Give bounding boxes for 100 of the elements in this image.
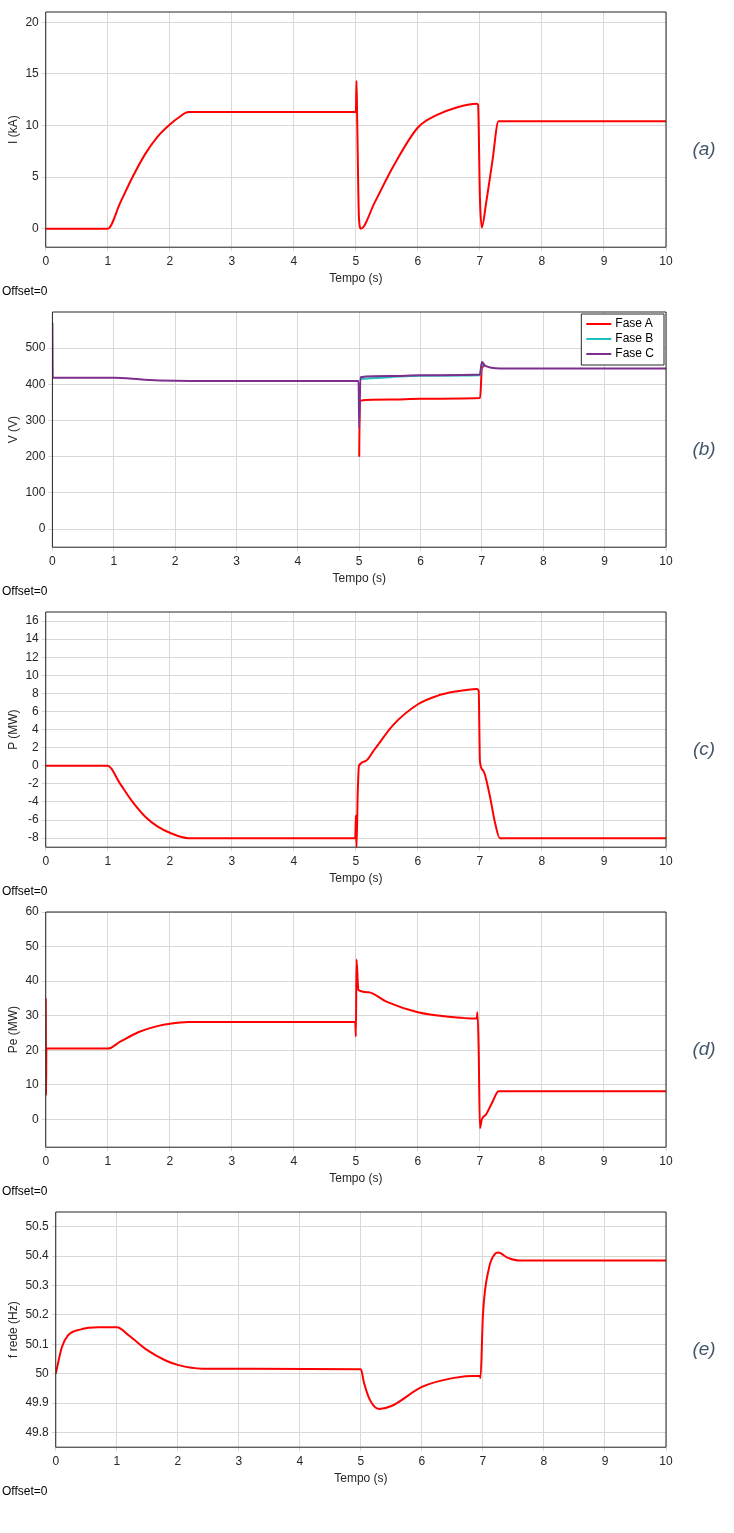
y-tick-label: 100 (25, 485, 46, 500)
x-tick-label: 7 (476, 1153, 484, 1168)
y-tick-label: 400 (25, 376, 46, 391)
x-tick-label: 2 (166, 1153, 174, 1168)
text: Offset=0 (2, 1184, 48, 1199)
x-tick-label: 8 (538, 253, 546, 268)
text: (c) (692, 737, 716, 759)
y-tick-label: 5 (32, 169, 40, 184)
legend-label: Fase B (615, 331, 654, 346)
x-tick-label: 6 (414, 853, 422, 868)
x-tick-label: 10 (659, 1153, 673, 1168)
y-tick-label: 200 (25, 449, 46, 464)
y-tick-label: 10 (25, 1077, 40, 1092)
x-tick-label: 9 (600, 1153, 608, 1168)
y-tick-label: 49.8 (25, 1424, 50, 1439)
y-tick-label: -2 (28, 776, 40, 791)
x-tick-label: 10 (659, 253, 673, 268)
x-tick-label: 3 (228, 1153, 236, 1168)
legend-label: Fase C (615, 346, 655, 361)
x-tick-label: 6 (414, 253, 422, 268)
text: (e) (692, 1337, 716, 1359)
x-tick-label: 3 (228, 853, 236, 868)
x-tick-label: 9 (601, 1453, 609, 1468)
line-series (358, 364, 486, 458)
y-tick-label: 10 (25, 667, 40, 682)
text: Offset=0 (2, 284, 48, 299)
y-tick-label: 15 (25, 66, 40, 81)
x-tick-label: 6 (414, 1153, 422, 1168)
x-tick-label: 7 (476, 853, 484, 868)
x-tick-label: 9 (600, 253, 608, 268)
y-tick-label: 60 (25, 904, 40, 919)
text: Offset=0 (2, 884, 48, 899)
x-tick-label: 1 (113, 1453, 121, 1468)
x-axis-title: Tempo (s) (334, 1471, 388, 1486)
y-tick-label: -8 (28, 830, 40, 845)
y-tick-label: 0 (32, 758, 40, 773)
x-axis-title: Tempo (s) (329, 271, 383, 286)
x-tick-label: 5 (355, 553, 363, 568)
y-tick-label: 0 (38, 521, 46, 536)
y-tick-label: 8 (32, 685, 40, 700)
x-tick-label: 1 (104, 853, 112, 868)
x-tick-label: 10 (659, 553, 673, 568)
x-tick-label: 6 (418, 1453, 426, 1468)
y-tick-label: 20 (25, 14, 40, 29)
text: Offset=0 (2, 584, 48, 599)
x-tick-label: 5 (357, 1453, 365, 1468)
y-tick-label: 50.4 (25, 1248, 50, 1263)
y-tick-label: 50.2 (25, 1307, 50, 1322)
y-axis-title: Pe (MW) (5, 1005, 20, 1054)
x-axis-title: Tempo (s) (332, 571, 386, 586)
y-tick-label: 49.9 (25, 1395, 50, 1410)
y-tick-label: 12 (25, 649, 40, 664)
x-tick-label: 5 (352, 253, 360, 268)
line-series (45, 687, 666, 848)
line-series (55, 1251, 666, 1410)
x-tick-label: 4 (296, 1453, 304, 1468)
y-tick-label: 50.1 (25, 1336, 50, 1351)
y-tick-label: 6 (32, 703, 40, 718)
x-tick-label: 8 (539, 553, 547, 568)
x-tick-label: 3 (235, 1453, 243, 1468)
line-series (45, 80, 666, 230)
x-tick-label: 10 (659, 1453, 673, 1468)
x-tick-label: 1 (104, 253, 112, 268)
y-tick-label: 50 (25, 938, 40, 953)
y-tick-label: 300 (25, 412, 46, 427)
line-series (45, 958, 666, 1130)
x-tick-label: 5 (352, 853, 360, 868)
text: (d) (692, 1037, 716, 1059)
y-axis-title: f rede (Hz) (5, 1301, 20, 1358)
line-series (359, 363, 486, 380)
x-tick-label: 7 (478, 553, 486, 568)
y-tick-label: 0 (32, 1111, 40, 1126)
y-tick-label: 16 (25, 613, 40, 628)
x-tick-label: 7 (476, 253, 484, 268)
y-tick-label: 0 (32, 220, 40, 235)
y-tick-label: 50 (35, 1366, 50, 1381)
y-tick-label: 14 (25, 631, 40, 646)
x-tick-label: 1 (110, 553, 118, 568)
x-tick-label: 7 (479, 1453, 487, 1468)
x-tick-label: 2 (166, 853, 174, 868)
y-tick-label: 2 (32, 740, 40, 754)
text: (a) (692, 137, 716, 159)
x-tick-label: 2 (174, 1453, 182, 1468)
y-tick-label: 30 (25, 1008, 40, 1023)
x-tick-label: 8 (540, 1453, 548, 1468)
text: Offset=0 (2, 1484, 48, 1499)
x-tick-label: 4 (290, 1153, 298, 1168)
x-tick-label: 4 (290, 253, 298, 268)
x-tick-label: 2 (171, 553, 179, 568)
y-tick-label: 20 (25, 1042, 40, 1057)
y-axis-title: V (V) (5, 415, 20, 444)
y-tick-label: 40 (25, 973, 40, 988)
y-axis-title: P (MW) (5, 709, 20, 750)
y-tick-label: 50.5 (25, 1219, 50, 1234)
x-tick-label: 9 (601, 553, 609, 568)
legend-label: Fase A (615, 316, 653, 331)
x-tick-label: 5 (352, 1153, 360, 1168)
text: (b) (692, 437, 716, 459)
y-tick-label: -4 (28, 794, 40, 809)
x-tick-label: 1 (104, 1153, 112, 1168)
